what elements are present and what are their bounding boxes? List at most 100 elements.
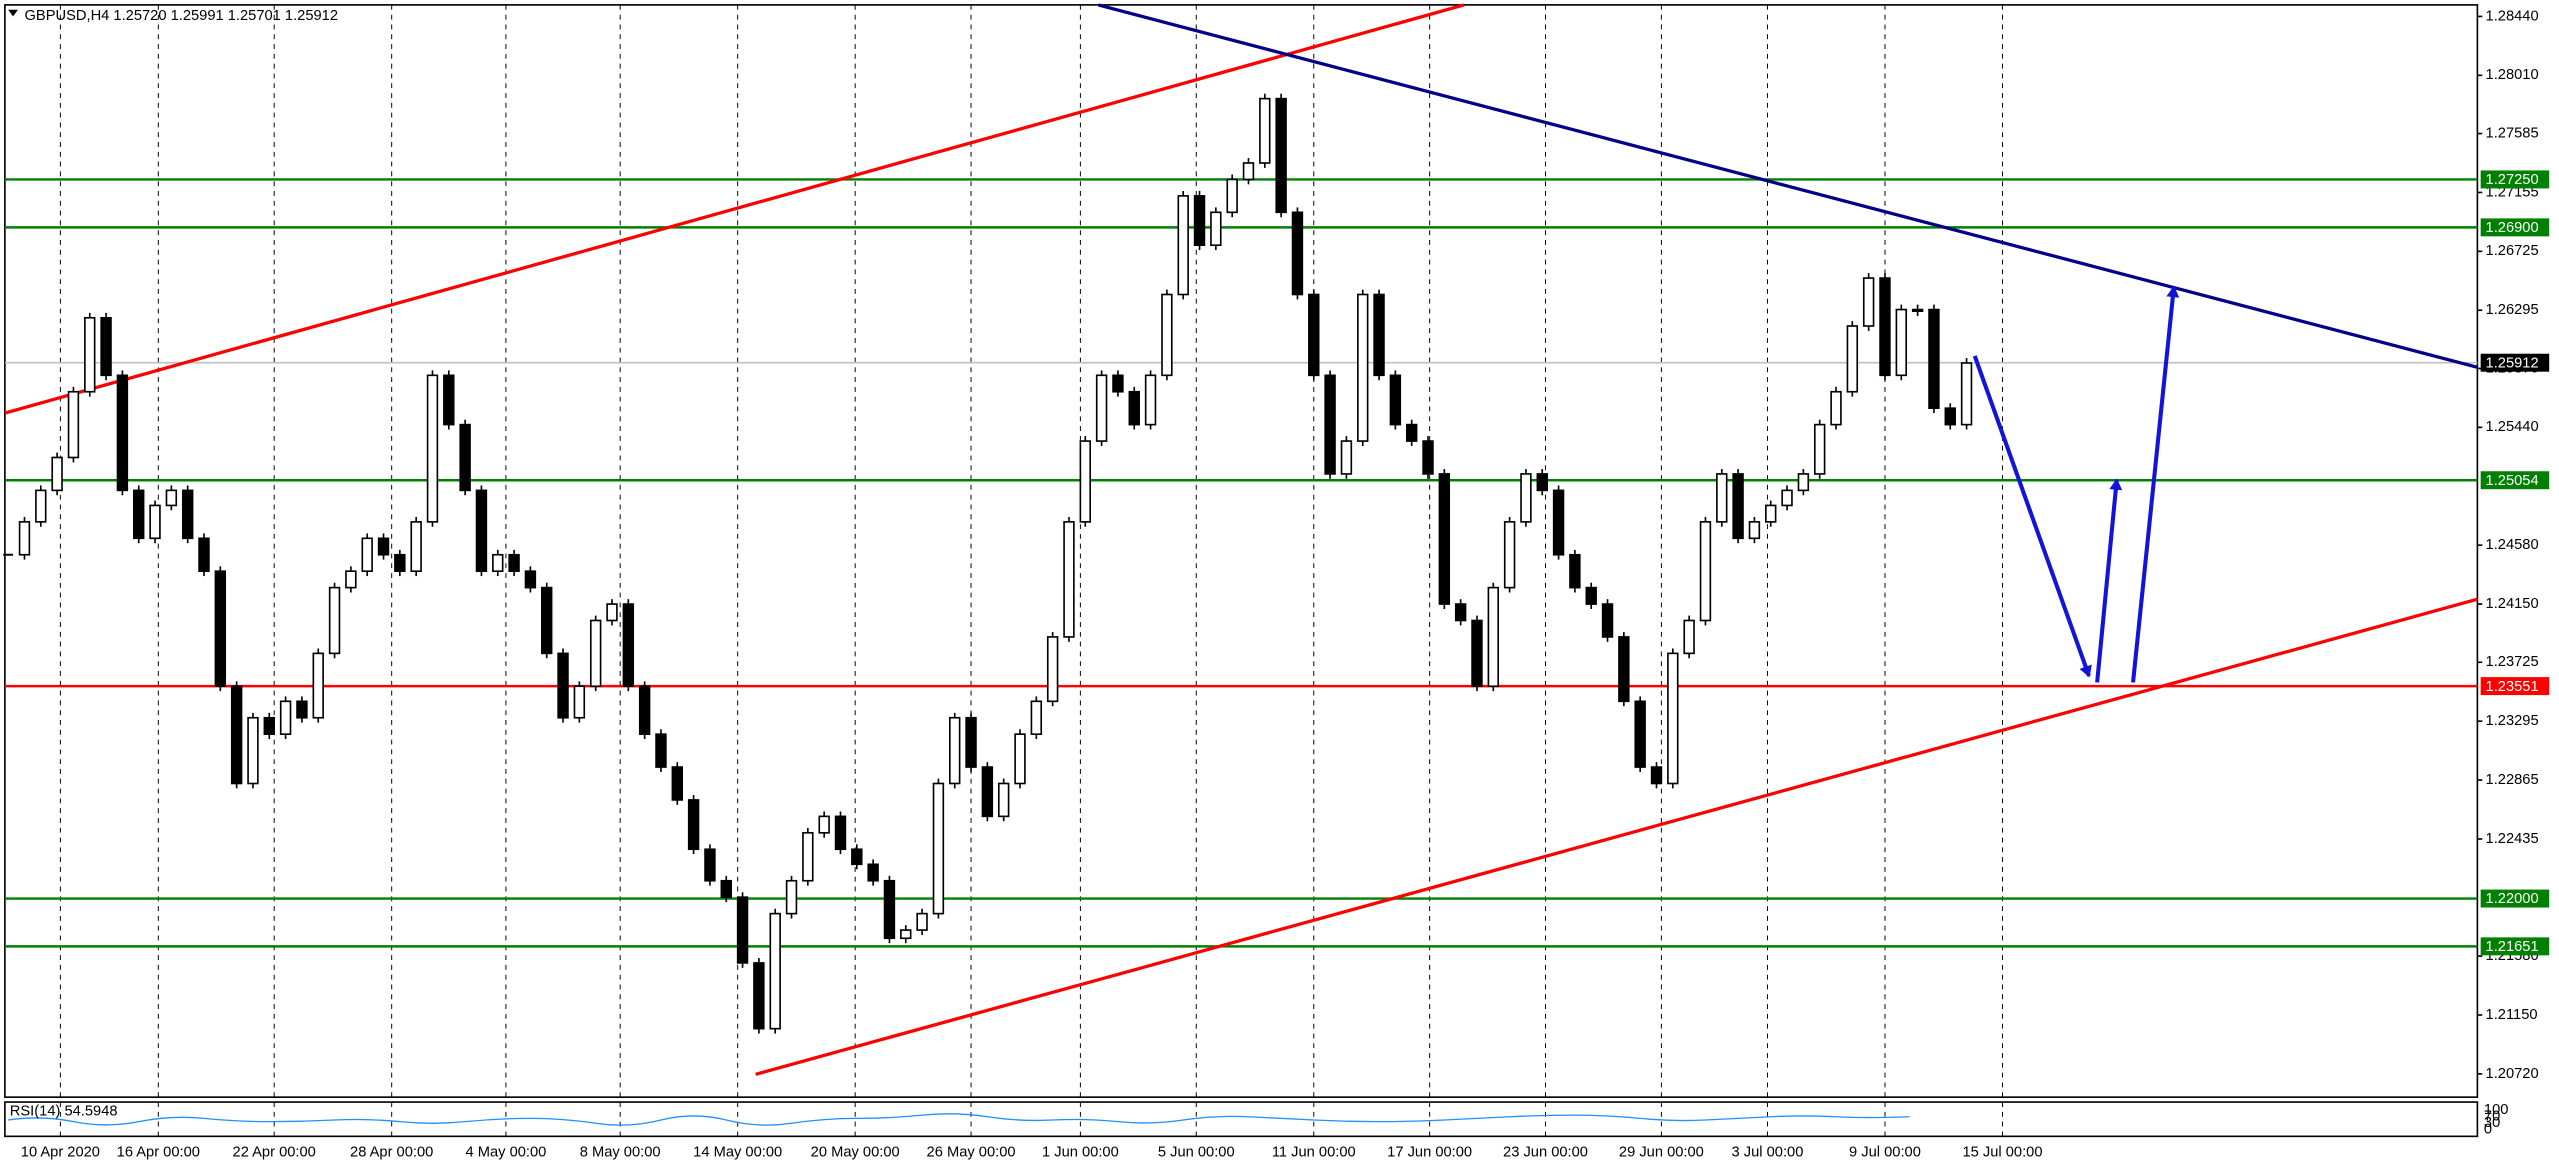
- candle: [1291, 211, 1304, 296]
- x-tick-label: 10 Apr 2020: [21, 1145, 100, 1161]
- candle: [35, 489, 47, 523]
- x-tick-label: 9 Jul 00:00: [1849, 1145, 1921, 1161]
- candle: [1765, 504, 1777, 523]
- candle: [1063, 521, 1075, 638]
- candle: [851, 848, 863, 866]
- arrow: [2095, 478, 2123, 683]
- candle: [1210, 211, 1222, 246]
- trend-line: [755, 597, 2478, 1076]
- x-tick-label: 4 May 00:00: [466, 1145, 547, 1161]
- candle: [279, 700, 292, 735]
- level-tag: [2480, 218, 2550, 237]
- candle: [1911, 308, 1924, 313]
- x-tick-label: 16 Apr 00:00: [117, 1145, 200, 1161]
- candle: [1601, 603, 1614, 638]
- candle: [720, 879, 732, 898]
- arrow: [1972, 355, 2092, 678]
- chart-title: GBPUSD,H4 1.25720 1.25991 1.25701 1.2591…: [24, 8, 338, 24]
- x-tick-label: 26 May 00:00: [927, 1145, 1016, 1161]
- y-tick-label: 1.25440: [2486, 419, 2539, 435]
- candle: [916, 912, 928, 931]
- candle: [1862, 277, 1875, 327]
- candle: [1128, 390, 1140, 426]
- candle: [1503, 521, 1516, 589]
- candle: [1079, 440, 1092, 523]
- candle: [1324, 374, 1336, 475]
- candle: [802, 831, 814, 882]
- indicator-tick: 0: [2484, 1122, 2492, 1138]
- y-tick-label: 1.23725: [2486, 654, 2539, 670]
- trend-line: [4, 3, 1465, 415]
- y-tick-label: 1.24580: [2486, 537, 2539, 553]
- x-tick-label: 5 Jun 00:00: [1158, 1145, 1235, 1161]
- candle: [1357, 293, 1369, 442]
- candle: [328, 586, 341, 655]
- candle: [687, 799, 700, 851]
- y-tick-label: 1.28440: [2486, 8, 2539, 24]
- x-tick-label: 15 Jul 00:00: [1962, 1145, 2042, 1161]
- candle: [1275, 97, 1287, 214]
- level-tag: [2480, 170, 2550, 189]
- candle: [1781, 489, 1793, 507]
- y-tick-label: 1.26295: [2486, 302, 2539, 318]
- candle: [67, 390, 80, 459]
- candle: [1193, 195, 1206, 246]
- candle: [133, 489, 145, 540]
- candle: [345, 570, 357, 589]
- candle: [230, 685, 243, 785]
- candle: [981, 766, 994, 818]
- candle: [1438, 473, 1451, 605]
- y-tick-label: 1.22865: [2486, 772, 2539, 788]
- candle: [1144, 374, 1157, 426]
- trend-line: [1097, 3, 2478, 369]
- x-tick-label: 22 Apr 00:00: [233, 1145, 316, 1161]
- x-tick-label: 29 Jun 00:00: [1619, 1145, 1704, 1161]
- candle: [949, 716, 961, 785]
- candle: [214, 570, 227, 688]
- candle: [1014, 733, 1026, 785]
- x-tick-label: 3 Jul 00:00: [1732, 1145, 1804, 1161]
- x-tick-label: 14 May 00:00: [693, 1145, 782, 1161]
- level-tag: [2480, 353, 2550, 372]
- x-tick-label: 1 Jun 00:00: [1042, 1145, 1119, 1161]
- candle: [1667, 652, 1679, 785]
- candle: [508, 553, 520, 572]
- candle: [116, 374, 129, 492]
- candle: [818, 815, 830, 834]
- candle: [1340, 440, 1353, 475]
- candle: [1960, 362, 1973, 426]
- indicator-tick: 30: [2484, 1115, 2500, 1131]
- candle: [492, 553, 504, 572]
- candle: [704, 848, 716, 882]
- arrow: [2131, 285, 2180, 683]
- rsi-line: [8, 1113, 1910, 1126]
- menu-arrow[interactable]: [8, 9, 18, 17]
- x-tick-label: 20 May 00:00: [811, 1145, 900, 1161]
- level-label: 1.25912: [2486, 355, 2539, 371]
- candle: [443, 374, 455, 426]
- candle: [997, 782, 1010, 818]
- candle: [1928, 308, 1940, 409]
- x-tick-label: 11 Jun 00:00: [1272, 1145, 1356, 1161]
- candle: [361, 537, 373, 572]
- candle: [736, 896, 749, 964]
- candles-layer: [3, 93, 1973, 1034]
- level-label: 1.21651: [2486, 939, 2539, 955]
- candle: [247, 716, 259, 785]
- candle: [573, 685, 586, 719]
- candle: [622, 603, 635, 688]
- candle: [1226, 178, 1238, 214]
- y-tick-label: 1.24150: [2486, 596, 2539, 612]
- candle: [867, 863, 879, 882]
- candle: [1046, 636, 1059, 703]
- candle: [1634, 700, 1646, 768]
- candle: [932, 782, 945, 915]
- candle: [1748, 521, 1761, 540]
- candle: [394, 553, 406, 572]
- candle: [541, 586, 553, 655]
- candle: [475, 489, 488, 572]
- indicator-tick: 70: [2484, 1109, 2500, 1125]
- y-tick-label: 1.23295: [2486, 713, 2539, 729]
- x-tick-label: 17 Jun 00:00: [1387, 1145, 1472, 1161]
